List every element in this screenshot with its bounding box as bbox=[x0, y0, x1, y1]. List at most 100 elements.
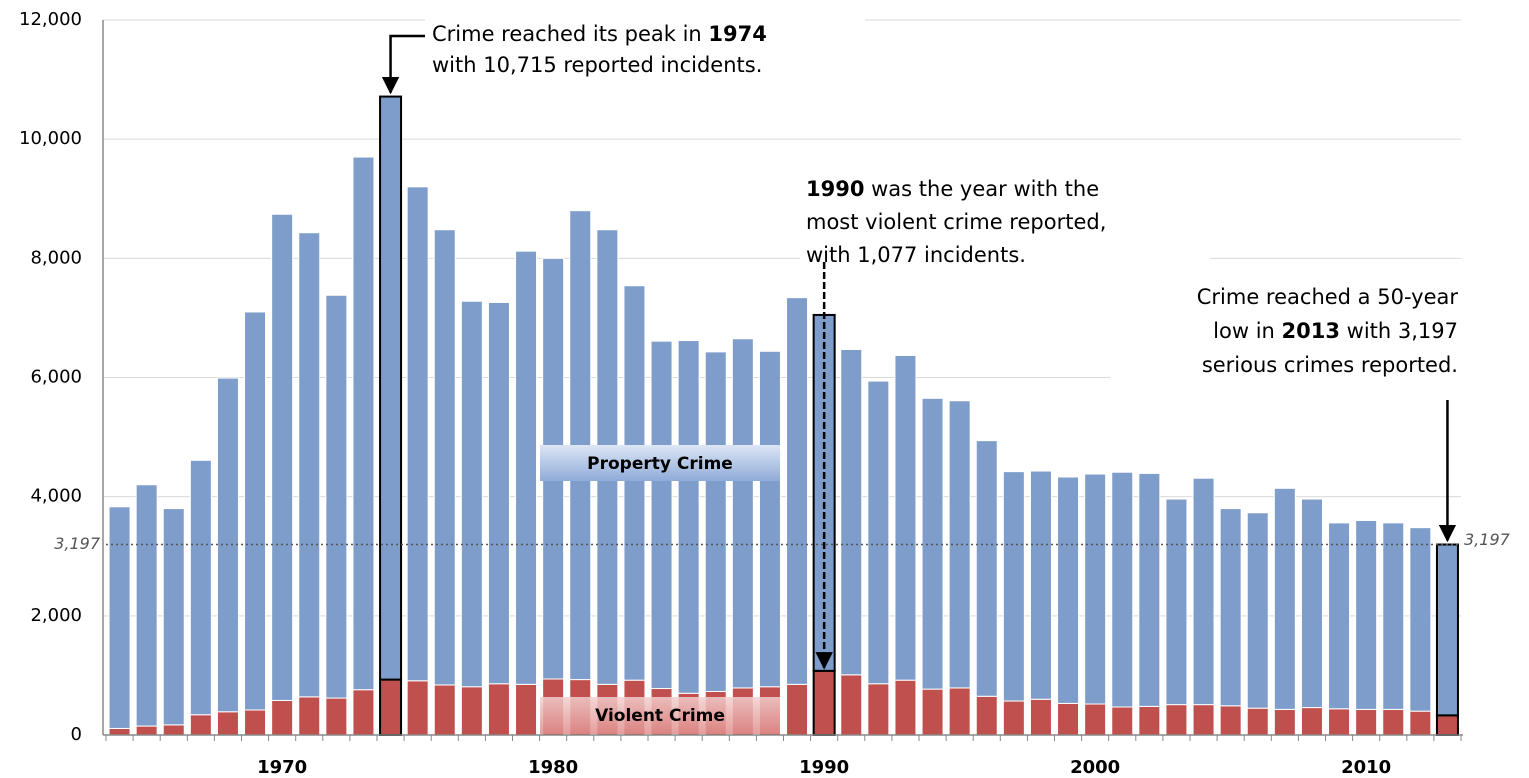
legend-label: Property Crime bbox=[587, 454, 733, 474]
bar-segment bbox=[623, 285, 646, 681]
bar-segment bbox=[352, 156, 375, 691]
x-tick-label: 2010 bbox=[1341, 757, 1391, 778]
bar-segment bbox=[1435, 714, 1459, 737]
bar-segment bbox=[975, 695, 998, 736]
y-tick-label: 10,000 bbox=[19, 128, 82, 149]
bar-segment bbox=[244, 709, 267, 736]
bar-segment bbox=[1246, 512, 1269, 709]
bar-segment bbox=[487, 683, 510, 736]
bar-segment bbox=[867, 380, 890, 685]
y-tick-label: 6,000 bbox=[30, 367, 82, 388]
bar-segment bbox=[1328, 522, 1351, 710]
bar-segment bbox=[1409, 527, 1432, 712]
annotation: most violent crime reported, bbox=[806, 210, 1106, 234]
bar-segment bbox=[325, 697, 348, 736]
bar-segment bbox=[840, 674, 863, 736]
annotation: serious crimes reported. bbox=[1202, 353, 1458, 377]
bar-segment bbox=[298, 696, 321, 736]
annotation-span: was the year with the bbox=[864, 177, 1099, 201]
bar-segment bbox=[786, 683, 809, 736]
bar-segment bbox=[189, 714, 212, 736]
bar-segment bbox=[406, 186, 429, 682]
bar-segment bbox=[1355, 708, 1378, 736]
annotation-span: most violent crime reported, bbox=[806, 210, 1106, 234]
bar-segment bbox=[108, 727, 131, 736]
bar-segment bbox=[840, 348, 863, 676]
y-tick-label: 12,000 bbox=[19, 9, 82, 30]
bar-segment bbox=[1002, 471, 1025, 702]
bar-segment bbox=[487, 301, 510, 685]
bar-segment bbox=[460, 686, 483, 736]
annotation: Crime reached its peak in 1974 bbox=[432, 22, 767, 46]
bar-segment bbox=[650, 340, 673, 690]
annotation-span: 1974 bbox=[708, 22, 766, 46]
annotation-span: with 10,715 reported incidents. bbox=[432, 53, 762, 77]
bar-segment bbox=[1057, 702, 1080, 736]
bar-segment bbox=[460, 300, 483, 688]
annotation-arrow bbox=[381, 34, 425, 95]
annotation-bg bbox=[800, 168, 1210, 268]
bar-segment bbox=[1029, 698, 1052, 736]
bar-segment bbox=[1355, 520, 1378, 710]
bar-segment bbox=[406, 680, 429, 736]
bar-segment bbox=[704, 351, 727, 693]
bar-segment bbox=[1382, 522, 1405, 710]
bar-segment bbox=[1273, 487, 1296, 710]
annotation-span: 2013 bbox=[1282, 319, 1340, 343]
bar-segment bbox=[1219, 705, 1242, 736]
annotation: with 1,077 incidents. bbox=[806, 243, 1026, 267]
bar-segment bbox=[135, 725, 158, 736]
x-tick-label: 1990 bbox=[799, 757, 849, 778]
bar-segment bbox=[1219, 508, 1242, 707]
bar-segment bbox=[894, 679, 917, 736]
annotation-span: with 3,197 bbox=[1340, 319, 1458, 343]
annotation: Crime reached a 50-year bbox=[1197, 285, 1459, 309]
bar-segment bbox=[1273, 708, 1296, 736]
bar-segment bbox=[894, 354, 917, 681]
annotation: low in 2013 with 3,197 bbox=[1213, 319, 1458, 343]
annotation-bg bbox=[425, 15, 865, 85]
y-tick-label: 8,000 bbox=[30, 247, 82, 268]
bar-segment bbox=[162, 508, 185, 726]
bar-segment bbox=[1382, 708, 1405, 736]
bar-segment bbox=[948, 687, 971, 736]
bar-segment bbox=[677, 340, 700, 694]
annotation-span: low in bbox=[1213, 319, 1281, 343]
bar-segment bbox=[1165, 498, 1188, 706]
bar-segment bbox=[948, 400, 971, 689]
annotation-span: serious crimes reported. bbox=[1202, 353, 1458, 377]
bar-segment bbox=[921, 397, 944, 690]
legend-box bbox=[540, 445, 780, 481]
bar-segment bbox=[1165, 704, 1188, 736]
bar-segment bbox=[189, 459, 212, 716]
bar-segment bbox=[271, 213, 294, 701]
bar-segment bbox=[352, 689, 375, 736]
annotation-span: 1990 bbox=[806, 177, 864, 201]
bar-segment bbox=[1328, 708, 1351, 736]
bar-segment bbox=[975, 440, 998, 697]
bar-segment bbox=[1435, 543, 1459, 717]
bar-segment bbox=[515, 250, 538, 685]
bar-segment bbox=[1138, 705, 1161, 736]
bar-segment bbox=[1300, 707, 1323, 736]
bar-segment bbox=[1409, 710, 1432, 736]
bar-segment bbox=[1300, 498, 1323, 709]
legend-box bbox=[540, 697, 780, 734]
bar-segment bbox=[1246, 707, 1269, 736]
bar-segment bbox=[1192, 704, 1215, 736]
bar-segment bbox=[867, 683, 890, 736]
bar-segment bbox=[1057, 476, 1080, 704]
bar-segment bbox=[1002, 700, 1025, 736]
bar-segment bbox=[921, 688, 944, 736]
bar-segment bbox=[515, 683, 538, 736]
annotation-span: Crime reached a 50-year bbox=[1197, 285, 1459, 309]
reference-label: 3,197 bbox=[54, 534, 101, 553]
bar-segment bbox=[379, 95, 403, 681]
y-tick-label: 2,000 bbox=[30, 605, 82, 626]
x-tick-label: 1970 bbox=[257, 757, 307, 778]
bar-segment bbox=[1111, 471, 1134, 708]
bar-segment bbox=[298, 232, 321, 698]
bar-segment bbox=[1138, 472, 1161, 707]
bar-segment bbox=[1084, 703, 1107, 736]
